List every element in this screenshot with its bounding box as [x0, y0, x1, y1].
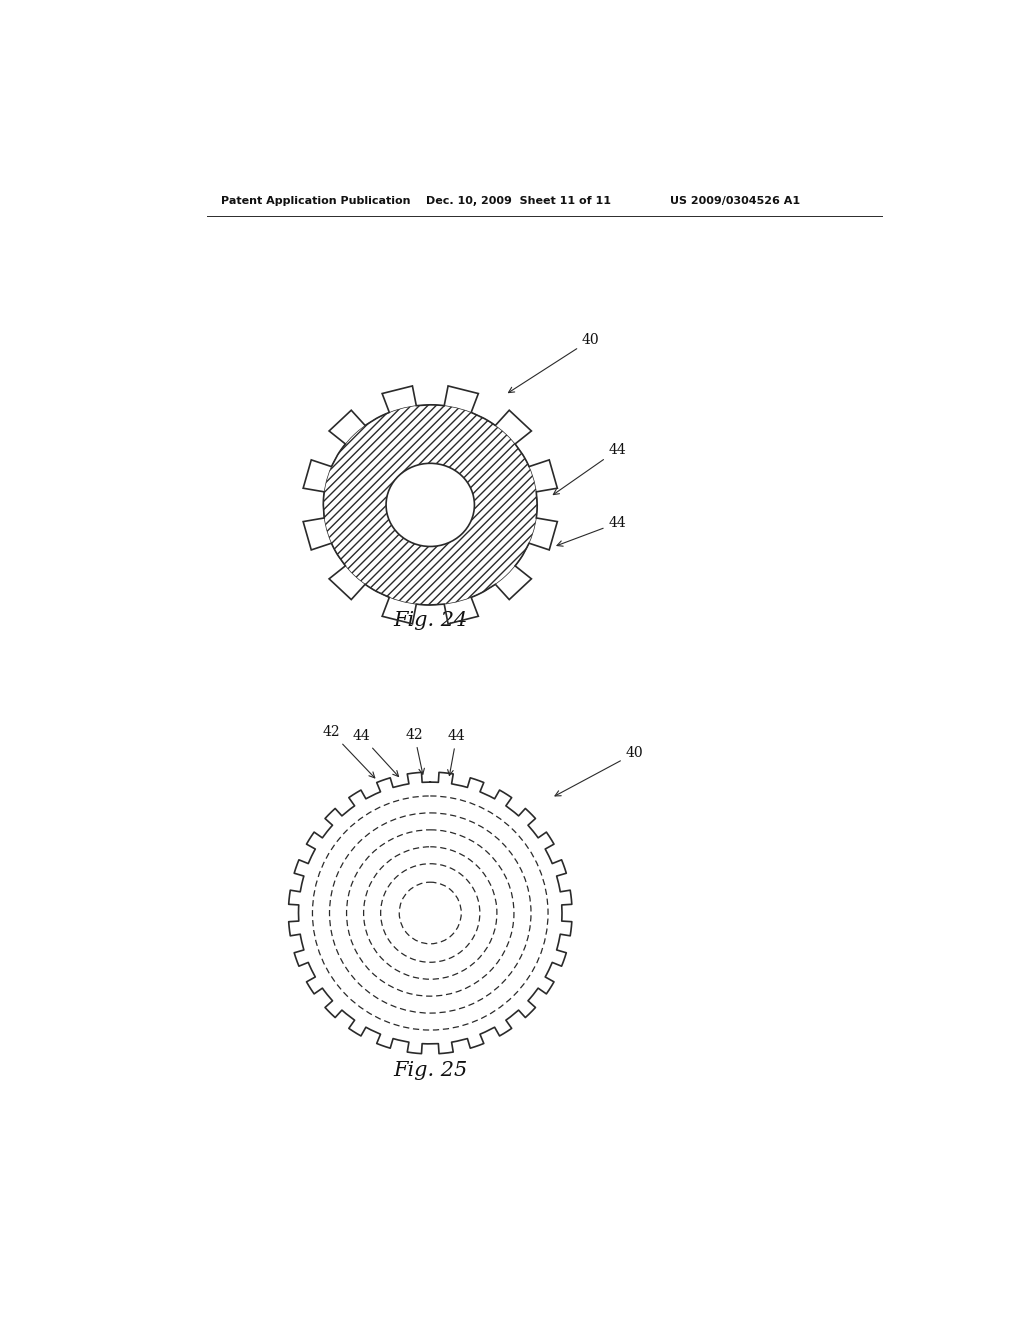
Text: 40: 40	[509, 333, 599, 392]
Text: Patent Application Publication: Patent Application Publication	[221, 195, 411, 206]
Text: Fig. 24: Fig. 24	[393, 611, 467, 630]
Text: 44: 44	[353, 729, 398, 776]
Text: Fig. 25: Fig. 25	[393, 1061, 467, 1080]
Polygon shape	[303, 385, 557, 624]
Text: 44: 44	[557, 516, 627, 546]
Text: 44: 44	[553, 442, 627, 495]
Text: 44: 44	[447, 729, 466, 776]
Text: 42: 42	[406, 727, 424, 775]
Text: 42: 42	[323, 726, 375, 777]
Text: 40: 40	[555, 746, 643, 796]
Polygon shape	[289, 772, 571, 1053]
Circle shape	[399, 882, 461, 944]
Ellipse shape	[386, 463, 474, 546]
Text: US 2009/0304526 A1: US 2009/0304526 A1	[671, 195, 801, 206]
Text: Dec. 10, 2009  Sheet 11 of 11: Dec. 10, 2009 Sheet 11 of 11	[426, 195, 611, 206]
